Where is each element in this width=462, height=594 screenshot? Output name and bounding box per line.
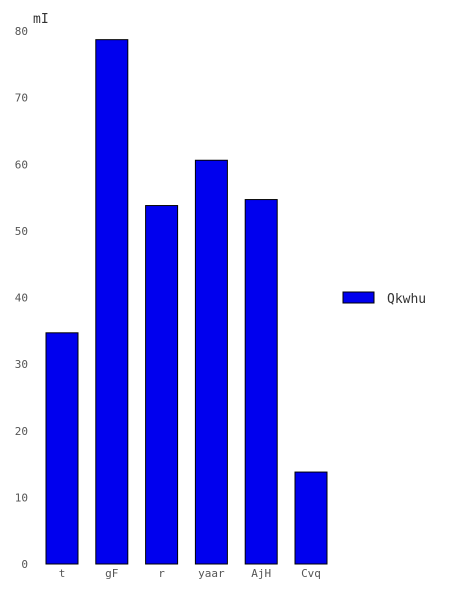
legend-swatch bbox=[342, 291, 375, 304]
bar-AjH bbox=[244, 199, 278, 565]
x-tick-label: Cvq bbox=[301, 567, 321, 580]
y-tick-label: 20 bbox=[15, 425, 28, 438]
y-tick-label: 0 bbox=[21, 558, 28, 571]
y-tick-label: 60 bbox=[15, 158, 28, 171]
x-tick-label: r bbox=[158, 567, 165, 580]
legend-label: Qkwhu bbox=[387, 292, 426, 307]
y-tick-label: 50 bbox=[15, 225, 28, 238]
x-tick-label: t bbox=[59, 567, 66, 580]
x-tick-label: AjH bbox=[251, 567, 271, 580]
legend: Qkwhu bbox=[342, 291, 426, 307]
y-tick-label: 40 bbox=[15, 292, 28, 305]
y-tick-label: 80 bbox=[15, 25, 28, 38]
y-tick-label: 10 bbox=[15, 491, 28, 504]
y-axis-unit-label: mI bbox=[33, 12, 49, 27]
y-tick-label: 70 bbox=[15, 92, 28, 105]
bar-series bbox=[45, 39, 328, 565]
bar-gF bbox=[95, 39, 129, 565]
bar-r bbox=[145, 205, 179, 565]
y-axis-ticks: 0 10 20 30 40 50 60 70 80 bbox=[15, 25, 28, 571]
bar-t bbox=[45, 332, 79, 565]
bar-Cvq bbox=[294, 471, 328, 565]
x-tick-label: yaar bbox=[198, 567, 225, 580]
bar-yaar bbox=[194, 159, 228, 565]
x-axis-ticks: t gF r yaar AjH Cvq bbox=[59, 567, 321, 580]
x-tick-label: gF bbox=[105, 567, 118, 580]
y-tick-label: 30 bbox=[15, 358, 28, 371]
